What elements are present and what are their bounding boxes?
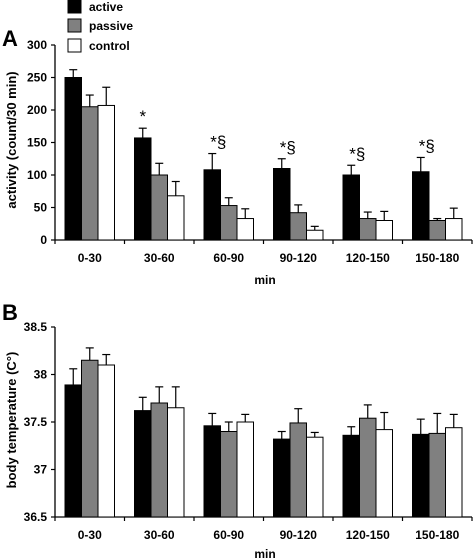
bar-control <box>97 104 115 241</box>
panel-label-a: A <box>2 26 18 51</box>
chart-panel-b: body temperature (C°) min 36.5 37 37.5 38 38… <box>4 320 473 560</box>
bar-active <box>64 77 82 241</box>
legend-swatch-control <box>67 38 82 53</box>
bar-active <box>273 168 291 241</box>
y-tick-label-a: 250 <box>27 71 47 85</box>
y-axis-label-a: activity (count/30 min) <box>4 71 19 208</box>
bar-passive <box>359 218 377 241</box>
category-label-a: 90-120 <box>280 251 318 265</box>
bar-passive <box>289 422 307 518</box>
y-tick-label-b: 37.5 <box>24 415 48 429</box>
y-tick-label-a: 150 <box>27 136 47 150</box>
bar-active <box>342 174 360 241</box>
bar-passive <box>289 212 307 241</box>
bar-passive <box>150 402 168 518</box>
panel-label-b: B <box>2 300 18 325</box>
x-axis-label-b: min <box>254 547 275 560</box>
y-tick-label-b: 38 <box>34 368 48 382</box>
bar-active <box>412 171 430 241</box>
bar-passive <box>428 432 446 518</box>
y-tick-label-a: 50 <box>34 201 48 215</box>
bar-control <box>445 427 463 518</box>
bar-control <box>167 407 185 518</box>
bar-active <box>203 169 221 241</box>
bar-control <box>97 364 115 518</box>
y-tick-label-a: 300 <box>27 38 47 52</box>
category-label-a: 30-60 <box>144 251 175 265</box>
y-tick-label-b: 37 <box>34 463 48 477</box>
bar-control <box>306 436 324 518</box>
y-tick-label-a: 100 <box>27 168 47 182</box>
category-label-b: 150-180 <box>415 528 459 542</box>
y-tick-label-b: 36.5 <box>24 510 48 524</box>
category-label-b: 30-60 <box>144 528 175 542</box>
bar-passive <box>150 174 168 241</box>
bar-control <box>236 421 254 518</box>
category-label-a: 0-30 <box>78 251 102 265</box>
significance-annotation: *§ <box>419 136 435 155</box>
category-label-a: 120-150 <box>346 251 390 265</box>
bar-passive <box>220 431 238 518</box>
significance-annotation: *§ <box>210 133 226 152</box>
legend-label-passive: passive <box>89 19 133 33</box>
category-label-b: 60-90 <box>213 528 244 542</box>
bar-control <box>445 218 463 241</box>
bar-active <box>134 137 152 241</box>
bar-passive <box>81 359 99 518</box>
bar-active <box>342 434 360 518</box>
chart-panel-a: activity (count/30 min) min 0 50 100 150 200… <box>4 38 473 287</box>
bar-control <box>375 429 393 518</box>
legend-label-active: active <box>89 0 123 14</box>
bar-control <box>306 229 324 241</box>
legend-swatch-active <box>67 0 82 14</box>
bar-control <box>167 195 185 241</box>
y-axis-label-b: body temperature (C°) <box>4 352 19 489</box>
legend-label-control: control <box>89 39 130 53</box>
category-label-b: 120-150 <box>346 528 390 542</box>
x-axis-label-a: min <box>254 273 275 287</box>
significance-annotation: *§ <box>280 138 296 157</box>
significance-annotation: *§ <box>349 144 365 163</box>
bar-active <box>273 438 291 518</box>
bar-control <box>375 220 393 241</box>
category-label-b: 90-120 <box>280 528 318 542</box>
category-label-a: 150-180 <box>415 251 459 265</box>
legend: active passive control <box>67 0 133 53</box>
y-tick-label-a: 200 <box>27 103 47 117</box>
bar-active <box>412 433 430 518</box>
y-tick-label-b: 38.5 <box>24 320 48 334</box>
legend-swatch-passive <box>67 18 82 33</box>
bar-active <box>64 384 82 518</box>
bar-passive <box>220 205 238 241</box>
y-tick-label-a: 0 <box>40 233 47 247</box>
significance-annotation: * <box>139 107 146 126</box>
bar-active <box>134 410 152 518</box>
bar-passive <box>428 220 446 241</box>
category-label-b: 0-30 <box>78 528 102 542</box>
category-label-a: 60-90 <box>213 251 244 265</box>
bar-passive <box>359 417 377 518</box>
bar-passive <box>81 106 99 241</box>
bar-control <box>236 218 254 241</box>
bar-active <box>203 425 221 518</box>
